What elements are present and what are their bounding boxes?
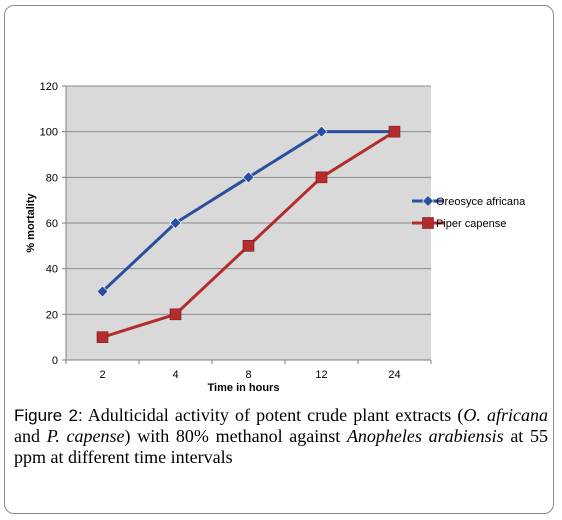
caption-text-4: at 55 ppm at different time intervals [14, 426, 548, 468]
x-tick-labels: 2 4 8 12 24 [65, 360, 432, 381]
x-tick-label: 8 [245, 369, 251, 381]
figure-caption: Figure 2: Adulticidal activity of potent… [14, 405, 548, 469]
legend-marker [422, 217, 434, 229]
data-point [96, 285, 109, 298]
y-tick-label: 40 [46, 264, 58, 276]
y-axis-title: % mortality [25, 192, 37, 252]
x-axis-title: Time in hours [208, 382, 280, 394]
y-tick-label: 100 [40, 127, 58, 139]
data-point [242, 171, 255, 184]
x-tick-label: 2 [99, 369, 105, 381]
data-point [315, 171, 328, 184]
legend-label: Piper capense [436, 218, 506, 230]
data-point [315, 125, 328, 138]
y-tick-label: 60 [46, 218, 58, 230]
x-tick-label: 24 [388, 369, 400, 381]
data-point [96, 331, 109, 343]
data-point [169, 308, 182, 321]
x-tick-label: 4 [172, 369, 178, 381]
y-tick-label: 0 [52, 355, 58, 367]
figure-label: Figure 2: [14, 406, 83, 425]
caption-text-1: Adulticidal activity of potent crude pla… [82, 405, 464, 425]
data-point [388, 125, 401, 138]
caption-text-2: and [14, 426, 47, 447]
x-tick-label: 12 [315, 369, 327, 381]
caption-species-3: Anopheles arabiensis [346, 426, 504, 447]
y-tick-label: 120 [40, 81, 58, 93]
caption-text-3: ) with 80% methanol against [124, 426, 347, 447]
caption-species-1: O. africana [463, 405, 549, 425]
legend-label: Oreosyce africana [436, 196, 526, 208]
y-tick-label: 80 [46, 172, 58, 184]
y-tick-label: 20 [46, 309, 58, 321]
y-tick-labels: 0 20 40 60 80 100 120 [40, 81, 66, 367]
legend: Oreosyce africana Piper capense [412, 195, 526, 230]
data-point [169, 217, 182, 229]
series-lines [96, 125, 401, 343]
caption-species-2: P. capense [46, 426, 125, 447]
data-point [242, 240, 255, 252]
legend-marker [422, 195, 434, 207]
